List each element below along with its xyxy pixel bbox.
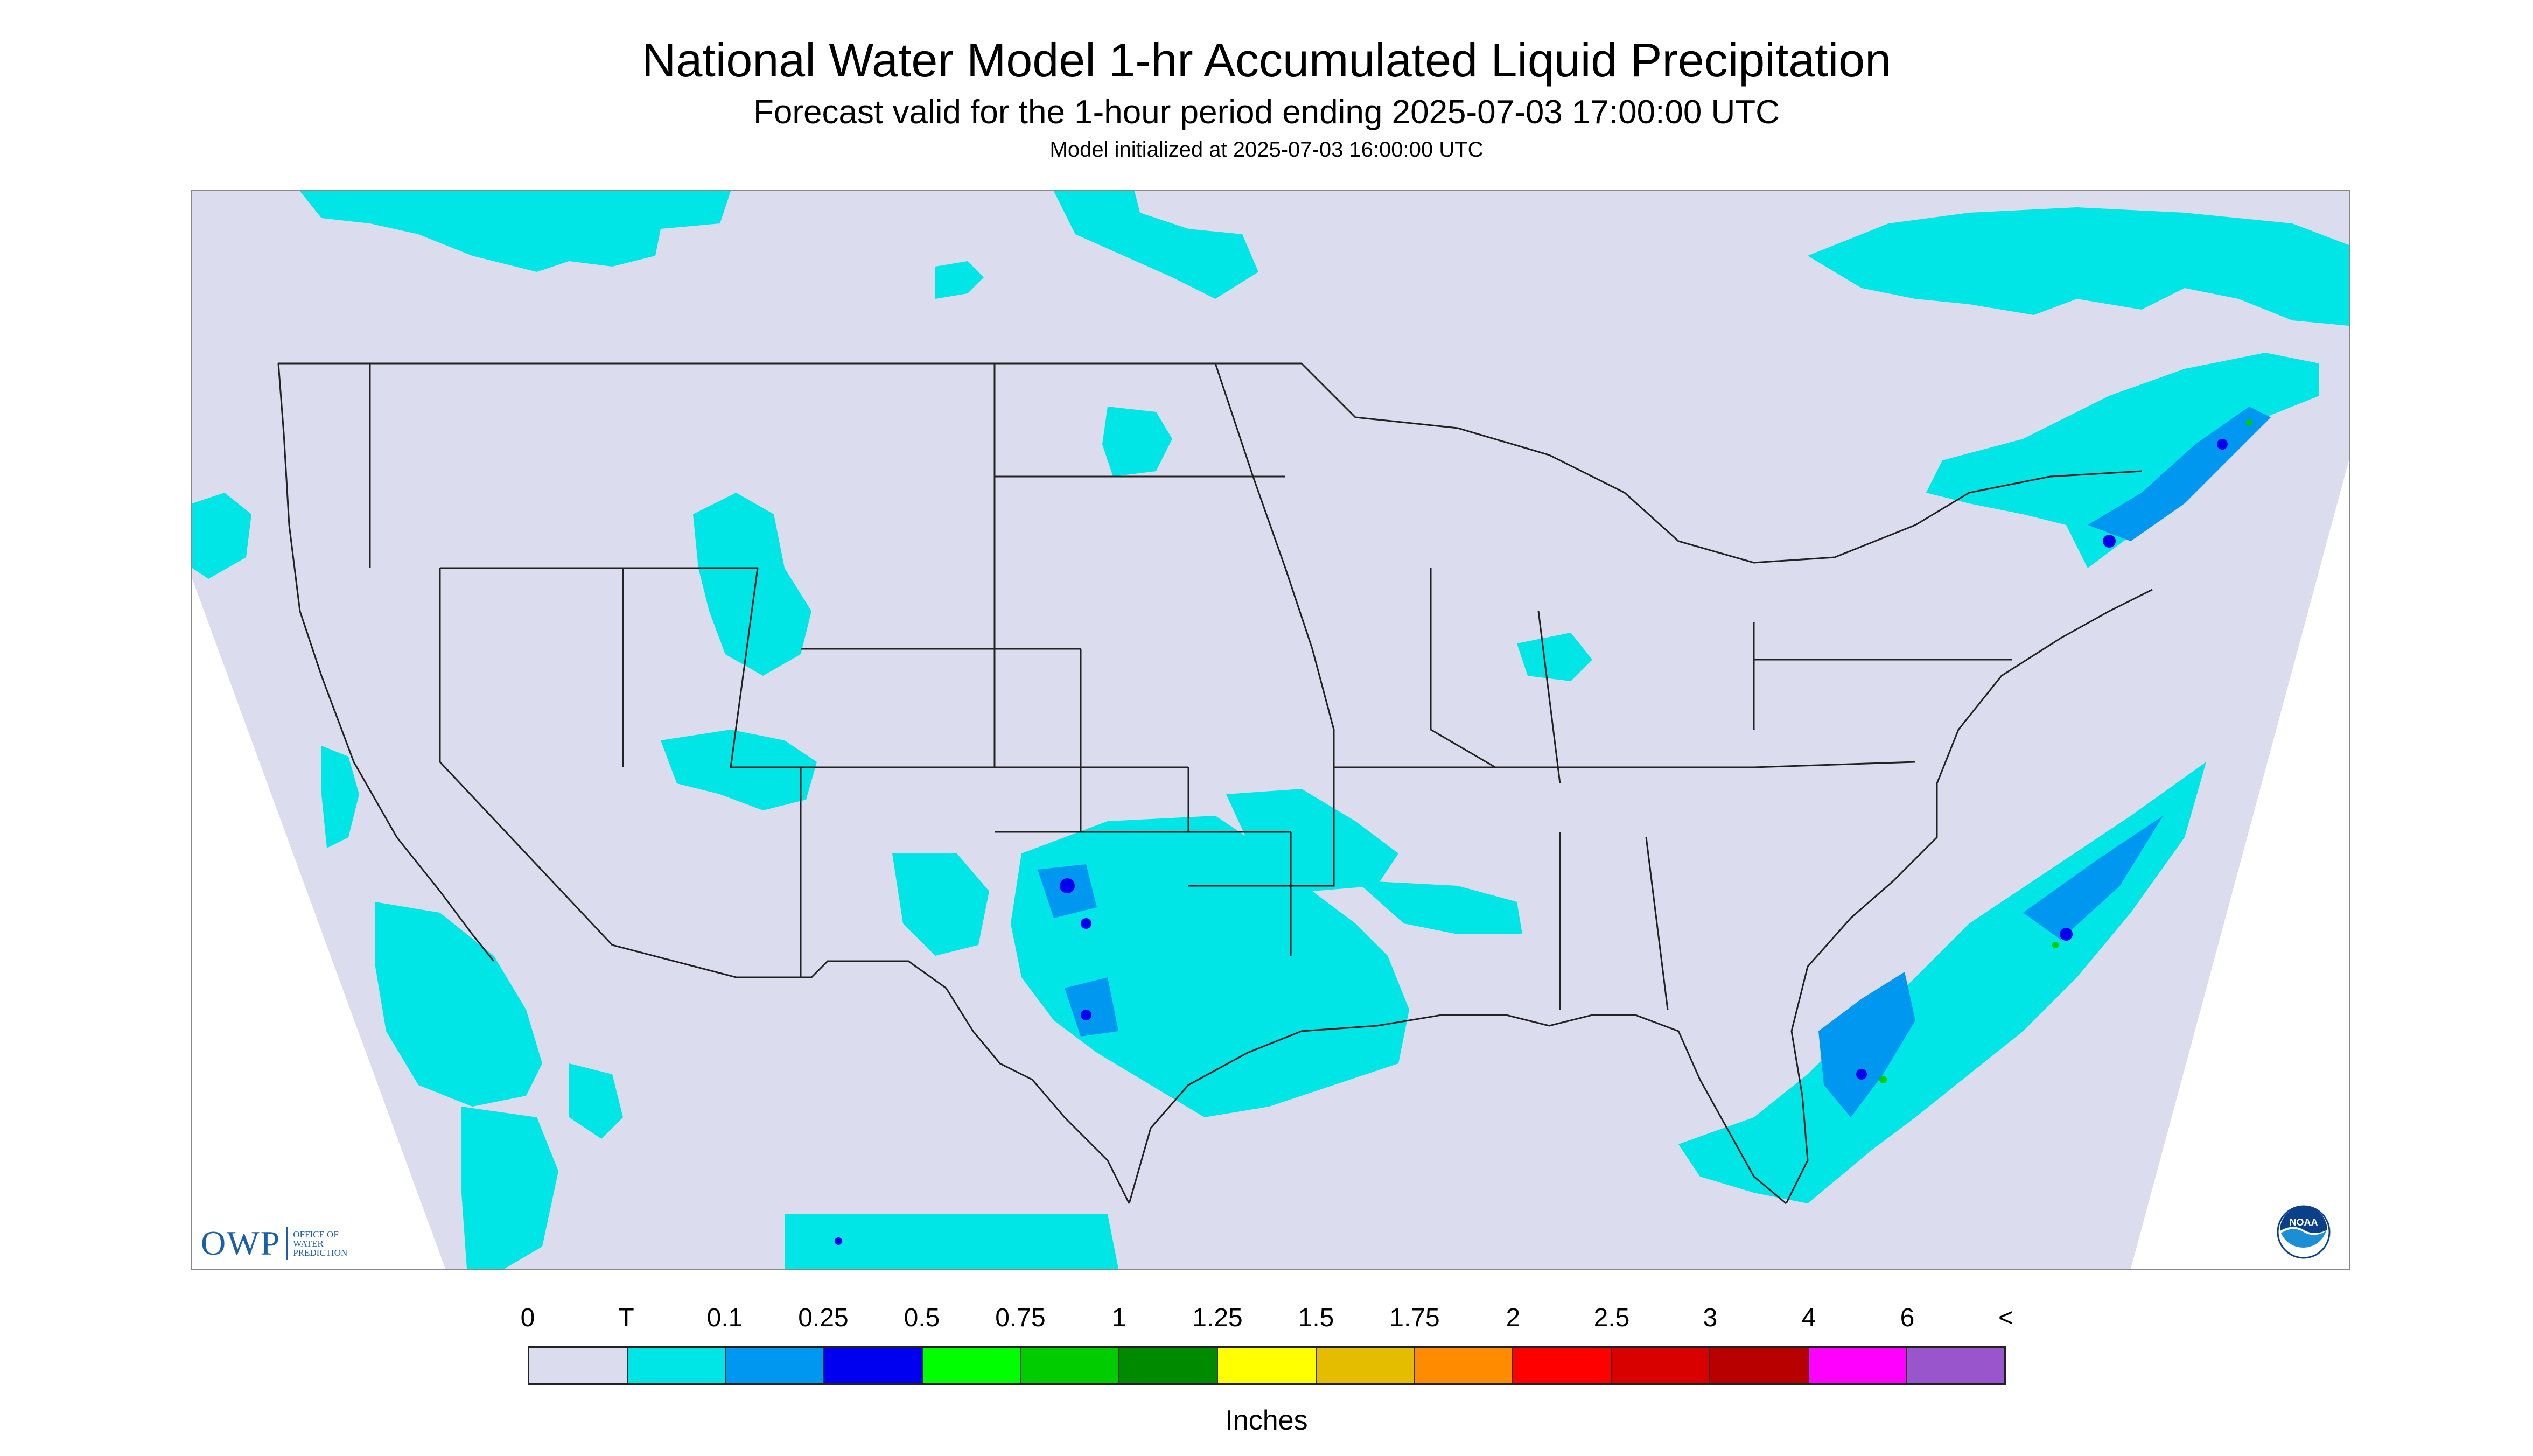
precip-light-atlantic [2023,816,2163,940]
us-mexico-border [612,944,1130,1204]
precip-area-north-dakota [1102,407,1172,477]
legend-tick-label: 0.75 [995,1304,1046,1332]
precip-area-louisiana [1355,880,1522,934]
legend-swatch [1710,1348,1809,1383]
legend-tick-label: 0.5 [904,1304,940,1332]
precip-cell [1081,1010,1091,1020]
precip-heavy-cells [1879,419,2252,1083]
precip-moderate-cells [835,439,2228,1245]
title-block: National Water Model 1-hr Accumulated Li… [0,32,2533,163]
legend-tick-label: 0.25 [798,1304,849,1332]
legend-tick-label: 2 [1506,1304,1521,1332]
state-line-mid [801,363,1291,833]
legend-swatch [922,1348,1021,1383]
state-line-west [369,363,802,977]
precip-cell [2246,419,2252,426]
owp-mark: OWP [201,1224,281,1262]
precip-area-washington [192,493,251,579]
legend-unit: Inches [1225,1405,1308,1436]
legend-swatch [1612,1348,1710,1383]
legend-tick-label: 1.5 [1298,1304,1334,1332]
precip-area-utah [661,730,817,810]
model-domain [192,191,2349,1269]
owp-divider [286,1227,288,1260]
precip-area-southwest-nm [892,853,989,956]
gulf-coast [1128,1014,1787,1205]
legend-swatch [1316,1348,1415,1383]
owp-text-line: OFFICE OF [293,1229,339,1240]
precip-cell [2052,942,2059,948]
state-line-plains [1188,363,1335,956]
precip-area-idaho-montana [693,493,811,676]
precip-cell [835,1237,842,1245]
legend-swatch [1021,1348,1120,1383]
legend-swatch [1808,1348,1907,1383]
state-line-east [1334,568,2012,1010]
precip-area-ontario-ne [1926,353,2319,568]
precip-area-southern-ca [375,902,542,1107]
precip-cell [1060,878,1075,893]
precip-area-oklahoma-arkansas [1226,789,1398,891]
model-init-text: Model initialized at 2025-07-03 16:00:00… [1049,138,1484,162]
legend-tick-label: 0.1 [706,1304,743,1332]
atlantic-coast [1785,589,2153,1204]
precip-area-baja-south [461,1107,558,1269]
legend-swatch [1218,1348,1317,1383]
precip-area-sonora [569,1063,623,1139]
page-title: National Water Model 1-hr Accumulated Li… [641,33,1892,87]
us-canada-border [278,362,2142,564]
precip-cell [1081,918,1091,929]
pacific-coast [277,363,495,962]
noaa-emblem-icon: NOAA [2277,1205,2331,1259]
precip-light-texas [1065,977,1118,1037]
owp-text: OFFICE OF WATER PREDICTION [293,1230,347,1257]
precip-area-manitoba [935,261,984,299]
precip-cell [1879,1076,1887,1083]
legend-tick-label: 4 [1801,1304,1816,1332]
precip-area-canada-north [1054,191,1258,299]
legend-tick-label: 6 [1900,1304,1915,1332]
legend-swatch [824,1348,923,1383]
precip-cell [2217,439,2228,450]
map-canvas [192,191,2349,1269]
owp-text-line: WATER [293,1238,324,1249]
color-legend [528,1346,2006,1385]
precip-cell [2103,535,2116,548]
precip-area-atlantic-southeast [1678,762,2206,1203]
legend-tick-label: 0 [520,1304,535,1332]
precip-trace-areas [192,191,2349,1269]
legend-tick-label: 1.25 [1192,1304,1243,1332]
precip-light-florida [1818,972,1915,1117]
precip-area-texas [1011,816,1409,1117]
owp-text-line: PREDICTION [293,1247,348,1258]
owp-logo: OWP OFFICE OF WATER PREDICTION [201,1223,347,1263]
precip-area-mexico-south [785,1214,1118,1269]
legend-tick-label: 3 [1703,1304,1718,1332]
precip-area-ohio-valley [1517,633,1592,681]
precip-area-quebec [1808,207,2349,326]
legend-swatch [726,1348,825,1383]
legend-tick-label: 2.5 [1593,1304,1630,1332]
legend-tick-label: < [1998,1304,2014,1332]
page-subtitle: Forecast valid for the 1-hour period end… [753,94,1780,131]
precip-cell [1856,1069,1867,1080]
precip-area-canada-west [300,191,731,272]
legend-tick-label: 1 [1111,1304,1126,1332]
precip-cell [2060,928,2073,941]
precip-area-nevada-west [321,746,359,848]
legend-swatch [1513,1348,1612,1383]
legend-tick-label: 1.75 [1389,1304,1440,1332]
legend-swatch [1119,1348,1219,1383]
legend-swatch [529,1348,628,1383]
legend-swatch [627,1348,726,1383]
boundaries [277,362,2153,1205]
noaa-text: NOAA [2290,1217,2318,1228]
legend-swatch [1415,1348,1514,1383]
precipitation-map: OWP OFFICE OF WATER PREDICTION NOAA [191,190,2350,1270]
legend-swatch [1907,1348,2005,1383]
legend-tick-label: T [618,1304,634,1332]
